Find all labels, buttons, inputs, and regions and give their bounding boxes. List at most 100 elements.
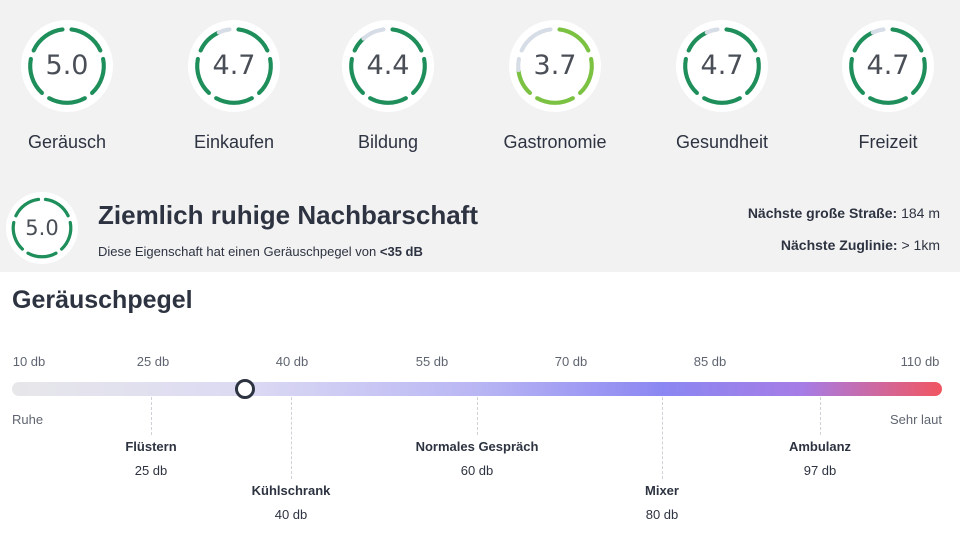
ratings-panel: [0, 0, 960, 272]
rating-gauge: 5.0: [21, 20, 113, 112]
gauge-segment-filled: [578, 56, 594, 95]
summary-score-gauge: 5.0: [6, 192, 78, 264]
rating-gauge: 4.7: [842, 20, 934, 112]
gauge-segment-filled: [195, 56, 211, 95]
gauge-segment-empty: [361, 27, 386, 41]
reference-name: Kühlschrank: [251, 483, 331, 498]
gauge-segment-empty: [519, 27, 553, 53]
gauge-segment-filled: [26, 251, 58, 259]
scale-tick-label: 110 db: [900, 354, 940, 369]
gauge-segment-empty: [516, 56, 521, 73]
rating-gauge: 4.4: [342, 20, 434, 112]
reference-db: 80 db: [645, 507, 679, 522]
gauge-segment-filled: [47, 96, 87, 105]
reference-guide-line: [291, 397, 292, 479]
noise-section-title: Geräuschpegel: [12, 286, 193, 314]
reference-guide-line: [662, 397, 663, 479]
rating-gauge-ring: [28, 27, 106, 105]
reference-name: Mixer: [645, 483, 679, 498]
rating-gauge-ring: [849, 27, 927, 105]
rating-value: 3.7: [533, 50, 577, 81]
gauge-segment-filled: [11, 220, 24, 251]
reference-name: Normales Gespräch: [415, 439, 539, 454]
scale-tick-label: 55 db: [415, 354, 449, 369]
rating-gauge-ring: [516, 27, 594, 105]
scale-high-label: Sehr laut: [889, 412, 942, 427]
gauge-segment-filled: [43, 197, 70, 218]
gauge-segment-filled: [849, 56, 865, 95]
rating-label: Freizeit: [858, 132, 918, 152]
gauge-segment-filled: [911, 56, 927, 95]
reference-db: 60 db: [460, 463, 494, 478]
rating-gauge: 3.7: [509, 20, 601, 112]
rating-value: 4.7: [212, 50, 256, 81]
rating-label: Einkaufen: [193, 132, 275, 152]
gauge-segment-filled: [683, 56, 699, 95]
rating-value: 5.0: [45, 50, 89, 81]
rating-gauge: 4.7: [188, 20, 280, 112]
reference-guide-line: [151, 397, 152, 435]
rating-card: 3.7 Gastronomie: [475, 20, 635, 160]
noise-level-marker: [235, 379, 255, 399]
gauge-segment-filled: [257, 56, 273, 95]
reference-name: Ambulanz: [788, 439, 852, 454]
gauge-segment-filled: [368, 96, 408, 105]
reference-db: 25 db: [134, 463, 168, 478]
reference-guide-line: [477, 397, 478, 435]
scale-tick-label: 25 db: [136, 354, 170, 369]
gauge-segment-filled: [90, 56, 106, 95]
gauge-segment-filled: [535, 96, 575, 105]
nearest-train-value: > 1km: [901, 237, 940, 253]
nearest-road-value: 184 m: [901, 205, 940, 221]
gauge-segment-filled: [702, 96, 742, 105]
rating-card: 4.7 Gesundheit: [642, 20, 802, 160]
rating-gauge-ring: [195, 27, 273, 105]
rating-label: Gesundheit: [675, 132, 769, 152]
reference-db: 40 db: [274, 507, 308, 522]
rating-label: Geräusch: [27, 132, 107, 152]
gauge-segment-filled: [69, 27, 103, 53]
rating-card: 5.0 Geräusch: [0, 20, 147, 160]
gauge-segment-filled: [28, 56, 44, 95]
rating-label: Gastronomie: [503, 132, 607, 152]
scale-tick-label: 70 db: [554, 354, 588, 369]
gauge-segment-filled: [31, 27, 65, 53]
scale-tick-label: 10 db: [12, 354, 46, 369]
rating-value: 4.4: [366, 50, 410, 81]
gauge-segment-filled: [349, 56, 365, 95]
reference-db: 97 db: [803, 463, 837, 478]
nearest-road-label: Nächste große Straße:: [747, 205, 898, 221]
scale-tick-label: 40 db: [275, 354, 309, 369]
gauge-segment-filled: [557, 27, 591, 53]
scale-tick-label: 85 db: [693, 354, 727, 369]
gauge-segment-filled: [411, 56, 427, 95]
gauge-segment-filled: [868, 96, 908, 105]
gauge-segment-empty: [216, 27, 232, 35]
gauge-segment-filled: [214, 96, 254, 105]
summary-score-value: 5.0: [25, 216, 59, 240]
nearest-train-label: Nächste Zuglinie:: [780, 237, 898, 253]
gauge-segment-filled: [14, 197, 41, 218]
rating-card: 4.7 Einkaufen: [154, 20, 314, 160]
summary-title: Ziemlich ruhige Nachbarschaft: [98, 200, 478, 230]
nearest-road: Nächste große Straße: 184 m: [748, 205, 940, 221]
summary-description-value: <35 dB: [379, 244, 423, 259]
rating-card: 4.7 Freizeit: [808, 20, 960, 160]
rating-value: 4.7: [700, 50, 744, 81]
summary-description-text: Diese Eigenschaft hat einen Geräuschpege…: [98, 244, 377, 259]
rating-gauge-ring: [349, 27, 427, 105]
rating-card: 4.4 Bildung: [308, 20, 468, 160]
gauge-segment-filled: [60, 220, 73, 251]
gauge-segment-filled: [390, 27, 424, 53]
noise-scale-bar: [12, 382, 942, 396]
summary-gauge-ring: [11, 197, 73, 259]
gauge-segment-filled: [745, 56, 761, 95]
rating-gauge: 4.7: [676, 20, 768, 112]
rating-label: Bildung: [357, 132, 419, 152]
rating-value: 4.7: [866, 50, 910, 81]
gauge-segment-empty: [704, 27, 720, 35]
reference-guide-line: [820, 397, 821, 435]
gauge-segment-filled: [890, 27, 924, 53]
scale-low-label: Ruhe: [12, 412, 44, 427]
gauge-segment-filled: [724, 27, 758, 53]
